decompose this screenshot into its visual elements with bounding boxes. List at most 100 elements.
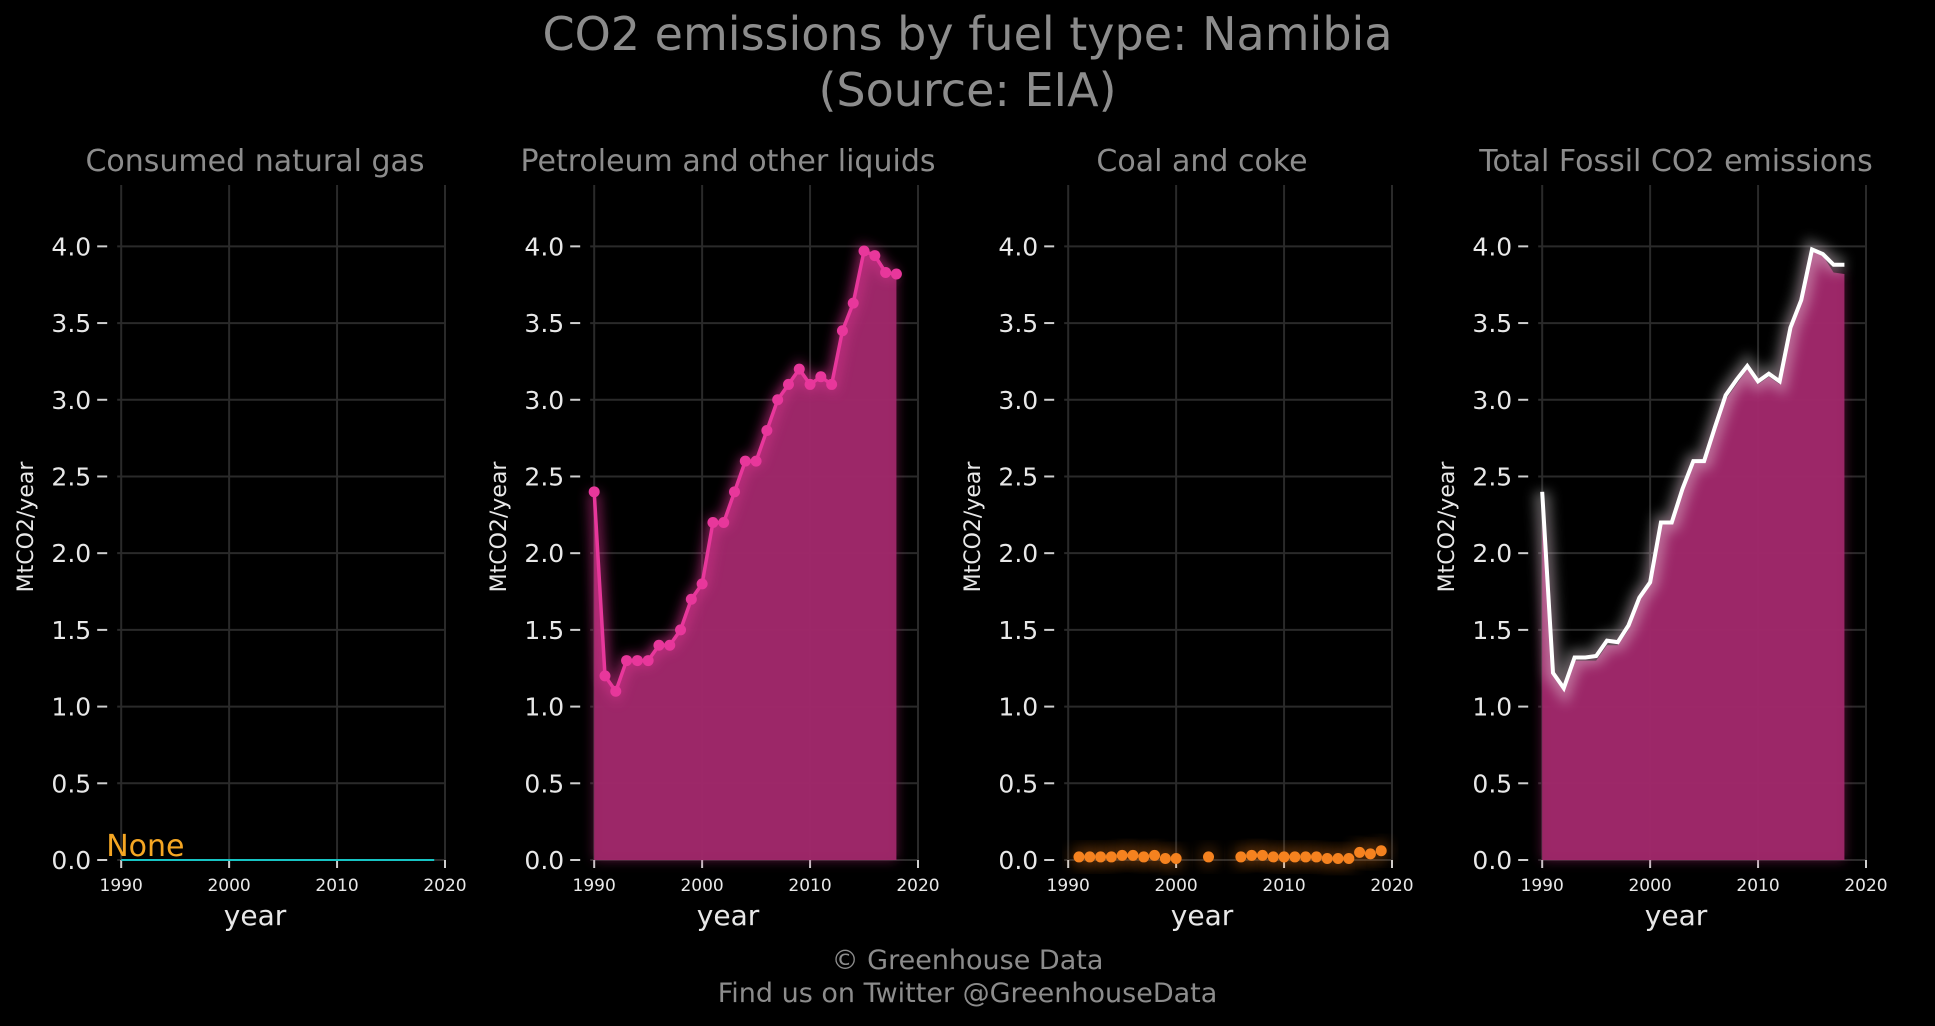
y-tick-label: 1.0 <box>524 693 564 722</box>
x-tick-label: 1990 <box>100 876 143 896</box>
x-tick-label: 2010 <box>315 876 358 896</box>
petroleum-point <box>718 517 730 528</box>
x-tick-label: 1990 <box>1047 876 1090 896</box>
coal-point <box>1256 849 1268 861</box>
y-tick-label: 1.5 <box>998 616 1038 645</box>
y-tick-label: 0.5 <box>51 769 91 798</box>
x-tick-label: 1990 <box>573 876 616 896</box>
coal-point <box>1127 849 1139 861</box>
credits-line-2: Find us on Twitter @GreenhouseData <box>717 978 1218 1009</box>
y-axis-label: MtCO2/year <box>1435 461 1460 593</box>
y-tick-label: 3.0 <box>1472 386 1512 415</box>
y-tick-label: 1.5 <box>524 616 564 645</box>
petroleum-point <box>685 593 697 605</box>
total-line <box>1540 246 1845 693</box>
x-tick-label: 2020 <box>1370 876 1413 896</box>
y-tick-label: 0.5 <box>998 769 1038 798</box>
coal-point <box>1149 849 1161 861</box>
y-tick-label: 2.0 <box>998 539 1038 568</box>
chart-panel-2: Petroleum and other liquids 0.0 0.5 1.0 1.5 2… <box>487 144 940 932</box>
petroleum-point <box>782 378 794 390</box>
petroleum-point <box>653 639 665 651</box>
coal-point <box>1235 851 1247 863</box>
x-tick-label: 2010 <box>788 876 831 896</box>
panel-title: Coal and coke <box>1096 144 1307 179</box>
none-annotation: None <box>106 829 184 864</box>
chart-panel-3: Coal and coke 0.0 0.5 1.0 1.5 2.0 2.5 3.0 3.5 4.0… <box>961 144 1414 932</box>
main-title-line-2: (Source: EIA) <box>818 63 1117 117</box>
y-tick-label: 0.0 <box>998 846 1038 875</box>
x-tick-label: 2000 <box>680 876 723 896</box>
y-tick-label: 4.0 <box>51 232 91 261</box>
coal-point <box>1170 852 1182 864</box>
petroleum-point <box>858 245 870 257</box>
x-tick-label: 2020 <box>1844 876 1887 896</box>
coal-point <box>1246 849 1258 861</box>
y-tick-label: 2.0 <box>51 539 91 568</box>
y-tick-label: 2.5 <box>998 462 1038 491</box>
y-tick-label: 3.0 <box>524 386 564 415</box>
y-tick-label: 1.5 <box>1472 616 1512 645</box>
credits: © Greenhouse Data Find us on Twitter @Gr… <box>0 944 1935 1010</box>
coal-point <box>1364 848 1376 860</box>
y-tick-label: 4.0 <box>998 232 1038 261</box>
petroleum-point <box>621 655 633 667</box>
panel-title: Total Fossil CO2 emissions <box>1478 144 1872 179</box>
coal-point <box>1332 852 1344 864</box>
chart-panel-4: Total Fossil CO2 emissions 0.0 0.5 1.0 1.5 2.… <box>1435 144 1888 932</box>
petroleum-point <box>707 517 719 528</box>
x-tick-label: 2020 <box>423 876 466 896</box>
petroleum-area <box>1542 250 1845 860</box>
petroleum-point <box>750 455 762 467</box>
petroleum-point <box>642 655 654 667</box>
main-title-line-1: CO2 emissions by fuel type: Namibia <box>542 7 1393 61</box>
petroleum-point <box>588 486 600 498</box>
petroleum-point <box>836 325 848 337</box>
petroleum-point <box>761 424 773 436</box>
y-tick-label: 1.0 <box>1472 693 1512 722</box>
y-tick-label: 2.5 <box>1472 462 1512 491</box>
panel-title: Consumed natural gas <box>85 144 424 179</box>
y-tick-label: 2.0 <box>524 539 564 568</box>
y-tick-label: 0.0 <box>51 846 91 875</box>
y-tick-label: 3.0 <box>998 386 1038 415</box>
x-axis-label: year <box>697 899 760 932</box>
chart-main-title: CO2 emissions by fuel type: Namibia (Sou… <box>0 6 1935 118</box>
petroleum-point <box>610 685 622 697</box>
petroleum-point <box>675 624 687 636</box>
petroleum-point <box>772 394 784 406</box>
y-tick-label: 3.5 <box>998 309 1038 338</box>
coal-point <box>1138 851 1150 863</box>
petroleum-point <box>869 250 881 262</box>
y-tick-label: 0.5 <box>524 769 564 798</box>
petroleum-point <box>631 655 643 667</box>
coal-point <box>1289 851 1301 863</box>
y-axis-label: MtCO2/year <box>487 461 512 593</box>
x-tick-label: 2010 <box>1262 876 1305 896</box>
petroleum-point <box>815 371 827 383</box>
y-tick-label: 0.0 <box>1472 846 1512 875</box>
y-tick-label: 0.0 <box>524 846 564 875</box>
x-axis-label: year <box>224 899 287 932</box>
y-axis-label: MtCO2/year <box>14 461 39 593</box>
coal-point <box>1321 852 1333 864</box>
x-tick-label: 1990 <box>1521 876 1564 896</box>
x-tick-label: 2000 <box>1154 876 1197 896</box>
y-axis-label: MtCO2/year <box>961 461 986 593</box>
y-tick-label: 0.5 <box>1472 769 1512 798</box>
coal-point <box>1354 846 1366 858</box>
y-tick-label: 3.5 <box>524 309 564 338</box>
petroleum-point <box>890 268 902 280</box>
petroleum-point <box>804 378 816 390</box>
coal-point <box>1073 851 1085 863</box>
coal-point <box>1375 845 1387 857</box>
x-tick-label: 2000 <box>207 876 250 896</box>
petroleum-point <box>880 266 892 278</box>
petroleum-point <box>696 578 708 590</box>
y-tick-label: 2.0 <box>1472 539 1512 568</box>
y-tick-label: 1.0 <box>998 693 1038 722</box>
y-tick-label: 2.5 <box>524 462 564 491</box>
x-tick-label: 2000 <box>1628 876 1671 896</box>
y-tick-label: 2.5 <box>51 462 91 491</box>
